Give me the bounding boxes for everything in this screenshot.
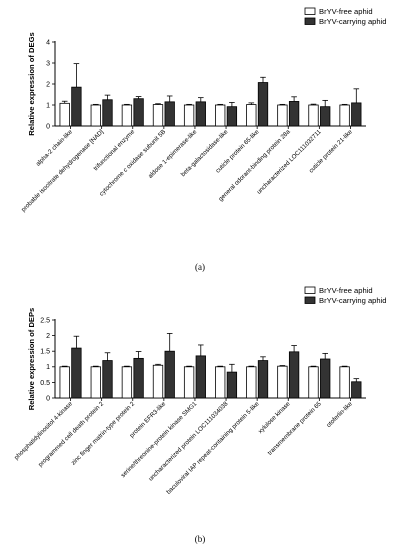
bar-free bbox=[215, 104, 226, 127]
legend-swatch bbox=[304, 296, 316, 304]
bar-carrying bbox=[133, 98, 144, 127]
y-tick-label: 2 bbox=[46, 81, 50, 88]
bar-carrying bbox=[195, 355, 206, 399]
x-tick-label: otoferlin-like bbox=[325, 400, 354, 429]
chart-panel-b: 0 0.5 1 1.5 2 2.5 Relative expression of DEPsp… bbox=[13, 286, 386, 544]
bar-carrying bbox=[133, 357, 144, 399]
bar-carrying bbox=[164, 350, 175, 399]
bar-free bbox=[90, 104, 101, 127]
y-axis-label: Relative expression of DEPs bbox=[27, 308, 36, 411]
bar-carrying bbox=[195, 101, 206, 127]
y-tick-label: 2 bbox=[46, 333, 50, 340]
bar-free bbox=[121, 366, 133, 399]
bar-free bbox=[308, 366, 319, 399]
bar-carrying bbox=[71, 347, 82, 399]
bar-free bbox=[277, 104, 288, 127]
bar-carrying bbox=[226, 371, 238, 399]
x-tick-label: zinc finger matrin-type protein 2 bbox=[70, 400, 137, 467]
legend-swatch bbox=[304, 17, 316, 25]
legend-swatch bbox=[304, 286, 316, 294]
bar-carrying bbox=[226, 106, 238, 127]
bar-carrying bbox=[351, 381, 362, 399]
x-tick-label: uncharacterized LOC111032711 bbox=[256, 128, 324, 196]
bar-carrying bbox=[320, 106, 331, 127]
x-tick-label: phosphatidylinositol 4-kinase bbox=[13, 400, 74, 461]
y-tick-label: 0 bbox=[46, 395, 50, 402]
bar-free bbox=[183, 104, 195, 127]
panel-label: (a) bbox=[195, 262, 205, 272]
bar-free bbox=[90, 366, 101, 399]
x-tick-label: xylulose kinase bbox=[257, 400, 292, 435]
bar-free bbox=[215, 366, 226, 399]
bar-free bbox=[152, 364, 164, 399]
bar-carrying bbox=[257, 82, 269, 127]
legend-swatch bbox=[304, 7, 316, 15]
bar-carrying bbox=[320, 358, 331, 399]
bar-carrying bbox=[102, 99, 113, 127]
bar-carrying bbox=[164, 101, 175, 127]
bar-free bbox=[152, 104, 164, 127]
bar-carrying bbox=[257, 360, 269, 399]
bar-free bbox=[308, 104, 319, 127]
y-tick-label: 0.5 bbox=[40, 380, 50, 387]
y-tick-label: 1 bbox=[46, 102, 50, 109]
bar-free bbox=[339, 366, 350, 399]
bar-free bbox=[246, 104, 257, 127]
bar-free bbox=[183, 366, 195, 399]
bar-free bbox=[59, 102, 70, 127]
x-tick-label: programmed cell death protein 2 bbox=[37, 400, 105, 468]
bar-carrying bbox=[288, 101, 300, 127]
x-tick-label: cytochrome c oxidase subunit 5B bbox=[98, 128, 167, 197]
legend-label: BrYV-free aphid bbox=[319, 7, 373, 16]
panel-label: (b) bbox=[195, 534, 206, 544]
bar-free bbox=[246, 366, 257, 399]
y-tick-label: 1.5 bbox=[40, 349, 50, 356]
y-tick-label: 4 bbox=[46, 39, 50, 46]
y-tick-label: 1 bbox=[46, 364, 50, 371]
legend-label: BrYV-carrying aphid bbox=[319, 17, 387, 26]
bar-free bbox=[277, 365, 288, 399]
x-tick-label: transmembrane protein 65 bbox=[266, 400, 323, 457]
bar-carrying bbox=[288, 351, 300, 399]
bar-free bbox=[59, 366, 70, 399]
bar-carrying bbox=[102, 360, 113, 399]
legend-label: BrYV-free aphid bbox=[319, 286, 373, 295]
bar-free bbox=[121, 104, 133, 127]
y-tick-label: 0 bbox=[46, 123, 50, 130]
bar-carrying bbox=[71, 86, 82, 127]
y-axis-label: Relative expression of DEGs bbox=[27, 32, 36, 135]
y-tick-label: 2.5 bbox=[40, 317, 50, 324]
legend-label: BrYV-carrying aphid bbox=[319, 296, 387, 305]
bar-carrying bbox=[351, 102, 362, 127]
bar-free bbox=[339, 104, 350, 127]
y-tick-label: 3 bbox=[46, 60, 50, 67]
